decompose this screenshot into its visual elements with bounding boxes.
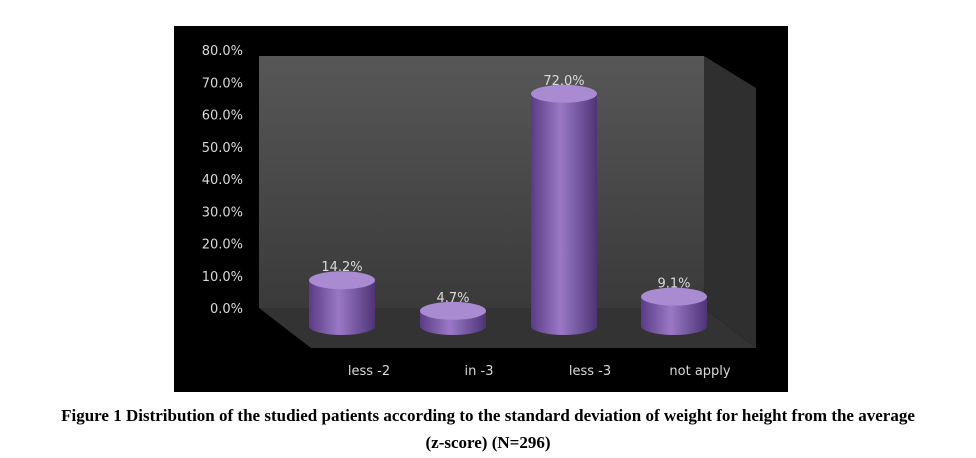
bar-chart: 0.0% 10.0% 20.0% 30.0% 40.0% 50.0% 60.0% 70.0% 8… — [202, 44, 756, 379]
bar-body — [531, 93, 597, 335]
y-tick-label: 50.0% — [202, 141, 243, 156]
caption-line-2: (z-score) (N=296) — [425, 433, 551, 452]
x-tick-label: in -3 — [465, 364, 494, 379]
bar-body — [309, 280, 375, 335]
x-axis-labels: less -2 in -3 less -3 not apply — [348, 364, 731, 379]
y-tick-label: 70.0% — [202, 76, 243, 91]
y-tick-label: 10.0% — [202, 270, 243, 285]
bars: 14.2% 4.7% 72.0% 9.1% — [309, 74, 707, 335]
figure-caption: Figure 1 Distribution of the studied pat… — [0, 402, 976, 456]
y-axis-ticks: 0.0% 10.0% 20.0% 30.0% 40.0% 50.0% 60.0% 70.0% 8… — [202, 44, 243, 317]
bar — [309, 271, 375, 335]
chart-floor — [259, 308, 756, 348]
y-tick-label: 30.0% — [202, 205, 243, 220]
bar-top — [420, 301, 486, 320]
y-tick-label: 60.0% — [202, 109, 243, 124]
y-tick-label: 20.0% — [202, 238, 243, 253]
bar — [420, 301, 486, 335]
chart-side-wall — [704, 56, 756, 348]
bar-top — [309, 271, 375, 290]
bar — [641, 287, 707, 335]
bar-body — [641, 296, 707, 335]
caption-line-1: Figure 1 Distribution of the studied pat… — [61, 406, 915, 425]
x-tick-label: less -3 — [569, 364, 611, 379]
bar — [531, 84, 597, 335]
chart-panel: 0.0% 10.0% 20.0% 30.0% 40.0% 50.0% 60.0% 70.0% 8… — [174, 26, 788, 392]
data-label: 4.7% — [436, 291, 469, 306]
data-label: 9.1% — [657, 277, 690, 292]
y-tick-label: 0.0% — [210, 302, 243, 317]
x-tick-label: less -2 — [348, 364, 390, 379]
y-tick-label: 80.0% — [202, 44, 243, 59]
bar-top — [531, 84, 597, 103]
bar-top — [641, 287, 707, 306]
x-tick-label: not apply — [669, 364, 731, 379]
data-label: 14.2% — [321, 260, 362, 275]
data-label: 72.0% — [543, 74, 584, 89]
y-tick-label: 40.0% — [202, 173, 243, 188]
